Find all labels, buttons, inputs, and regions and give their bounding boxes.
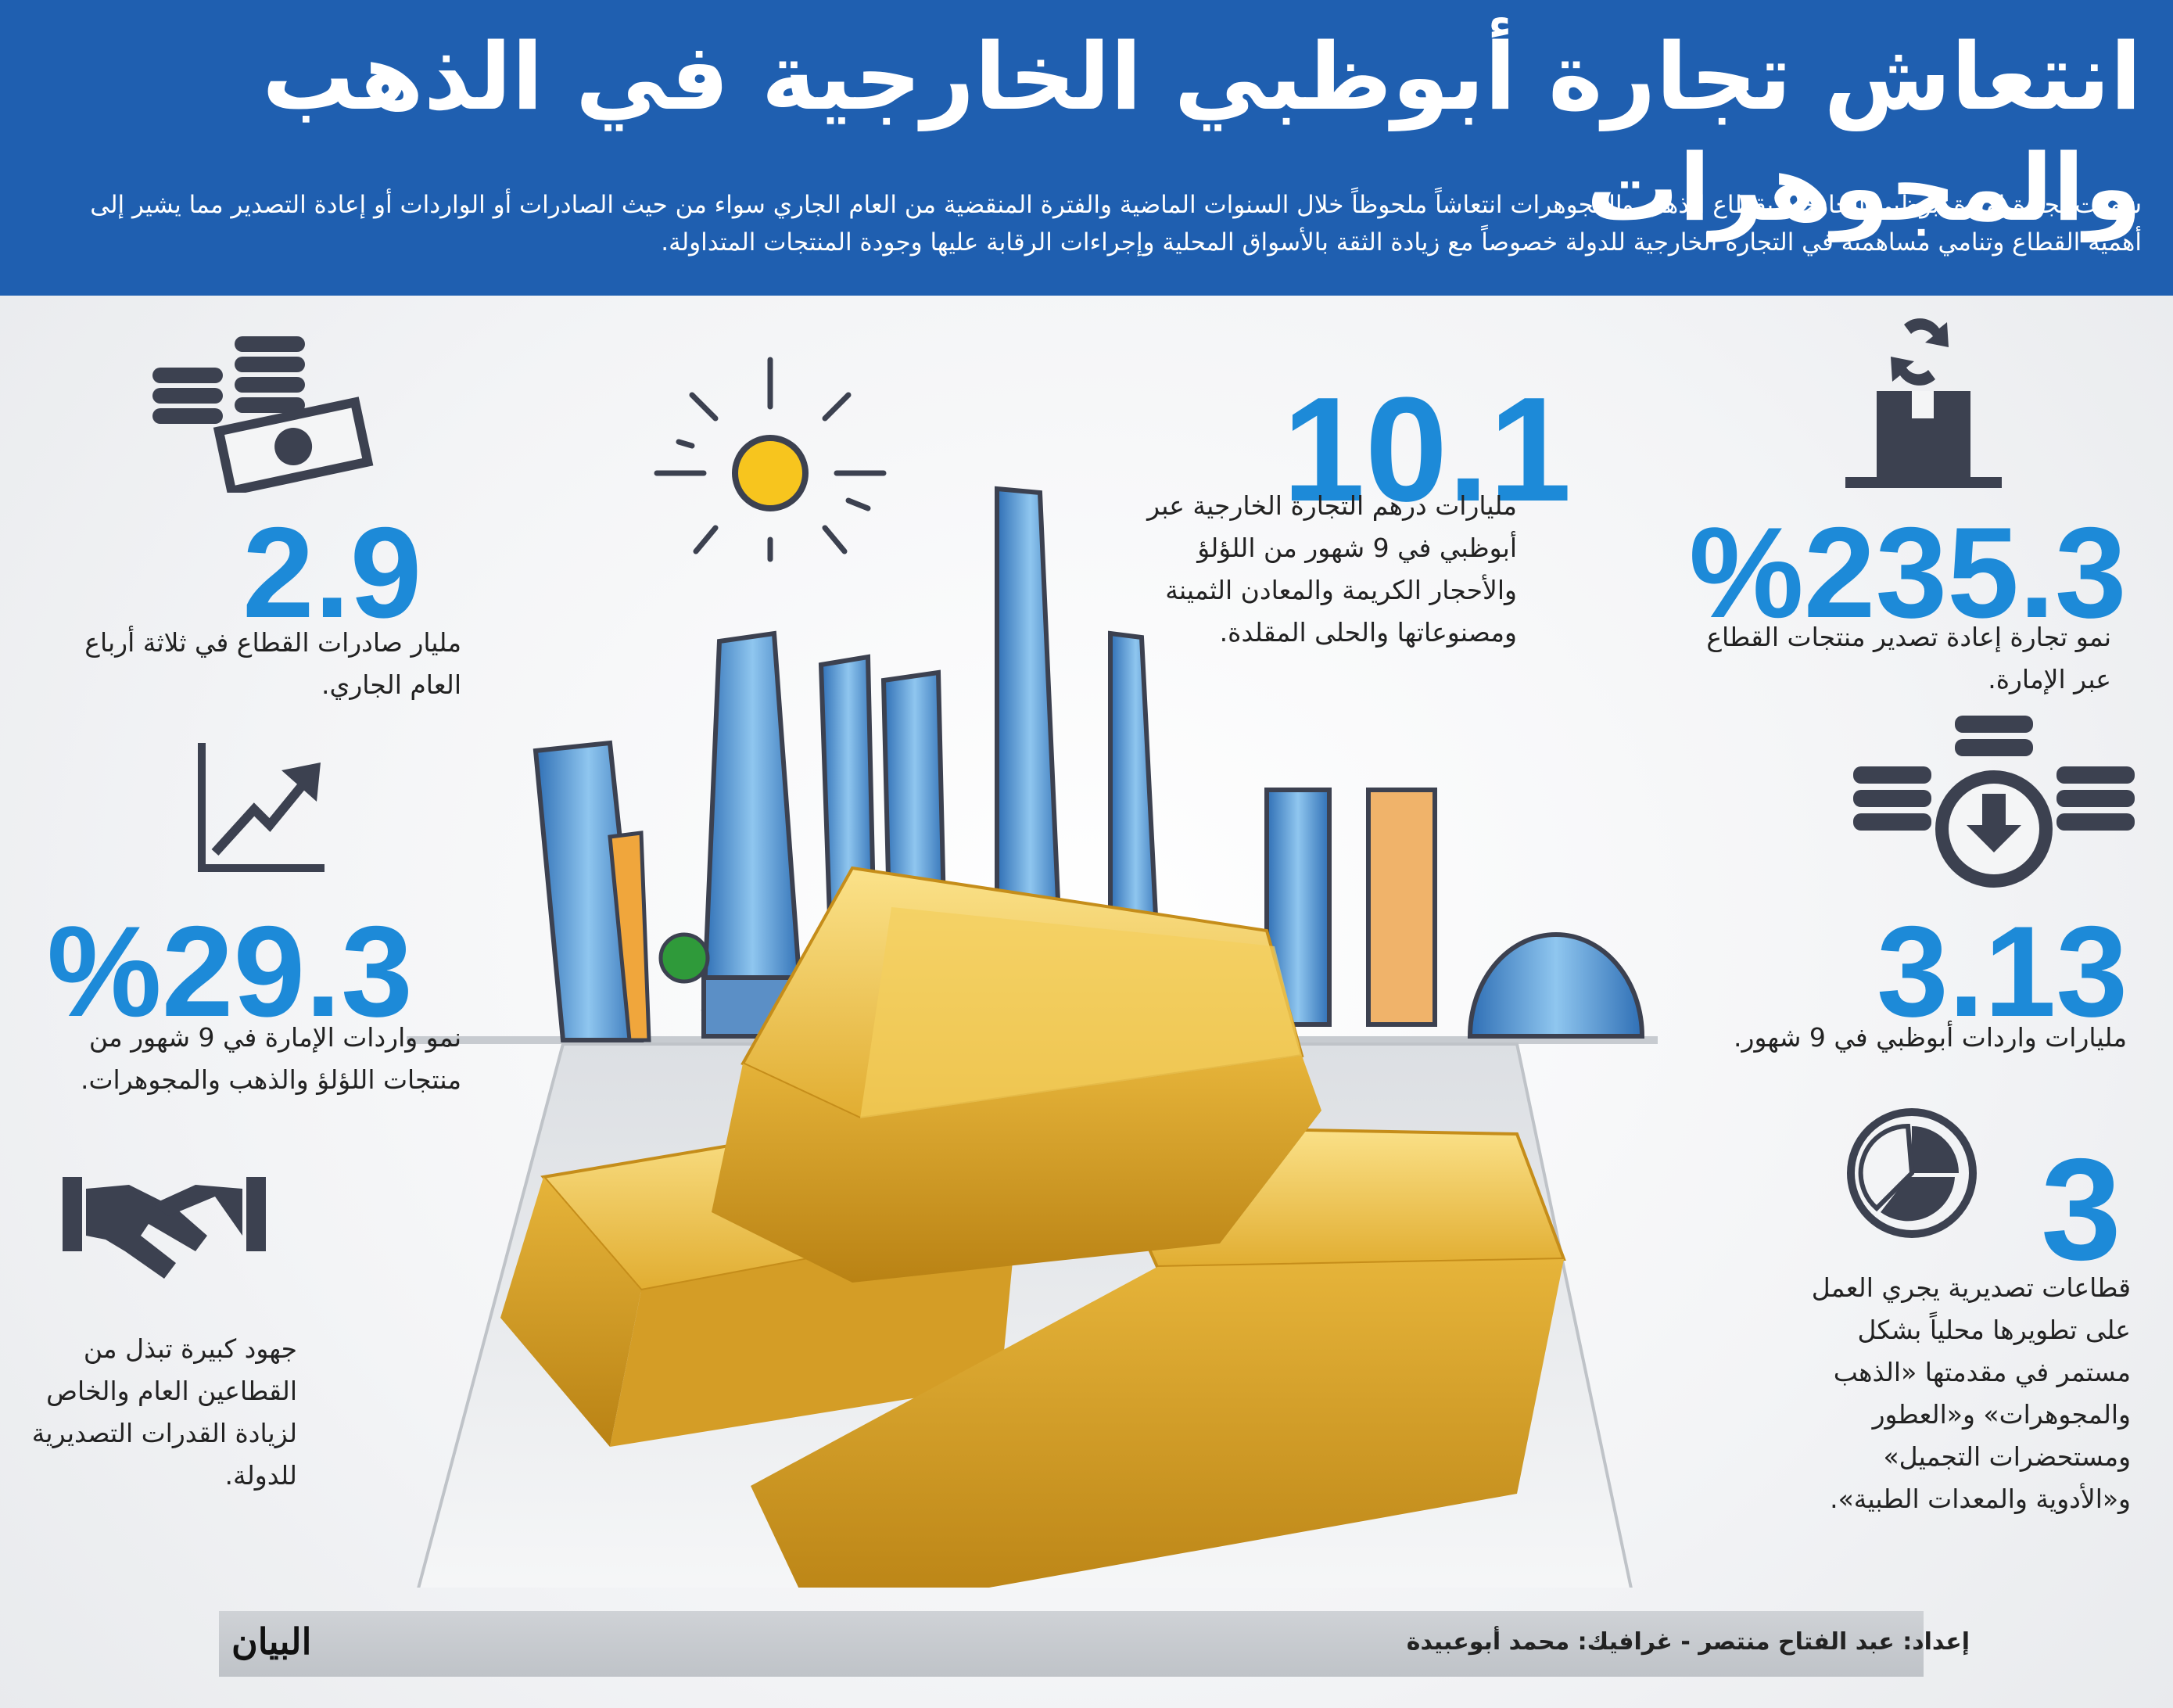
footer-bar (219, 1611, 1924, 1677)
imports-desc: مليارات واردات أبوظبي في 9 شهور. (1734, 1022, 2127, 1053)
central-illustration (407, 357, 1658, 1588)
credits: إعداد: عبد الفتاح منتصر - غرافيك: محمد أ… (1406, 1628, 1970, 1656)
exports-desc: مليار صادرات القطاع في ثلاثة أرباع العام… (84, 627, 461, 700)
reexport-box-icon (1845, 318, 2002, 488)
growth-arrow-icon (198, 743, 325, 872)
reexport-value: %235.3 (1689, 501, 2127, 644)
reexport-desc: نمو تجارة إعادة تصدير منتجات القطاع عبر … (1706, 622, 2111, 694)
albayan-logo: البيان (231, 1620, 312, 1663)
handshake-icon (63, 1177, 266, 1279)
gold-bars-illustration (500, 866, 1566, 1588)
sun-icon (654, 357, 887, 562)
trade-value: 10.1 (1282, 367, 1572, 533)
sectors-desc: قطاعات تصديرية يجري العمل على تطويرها مح… (1811, 1272, 2131, 1514)
sectors-value: 3 (2041, 1129, 2121, 1290)
trade-desc: مليارات درهم التجارة الخارجية عبر أبوظبي… (1147, 490, 1517, 648)
growth-desc: نمو واردات الإمارة في 9 شهور من منتجات ا… (81, 1022, 461, 1095)
imports-value: 3.13 (1877, 899, 2128, 1043)
exports-value: 2.9 (242, 501, 422, 644)
intro-paragraph: شهدت تجارة إمارة أبوظبي الخارجية بقطاع ا… (90, 191, 2142, 257)
page-title: انتعاش تجارة أبوظبي الخارجية في الذهب وا… (262, 23, 2142, 242)
coins-download-icon (1853, 716, 2135, 888)
header-banner: انتعاش تجارة أبوظبي الخارجية في الذهب وا… (0, 0, 2173, 296)
efforts-desc: جهود كبيرة تبذل من القطاعين العام والخاص… (31, 1333, 297, 1491)
pie-chart-icon (1847, 1108, 1977, 1238)
growth-value: %29.3 (47, 899, 413, 1043)
money-coins-icon (152, 336, 374, 493)
